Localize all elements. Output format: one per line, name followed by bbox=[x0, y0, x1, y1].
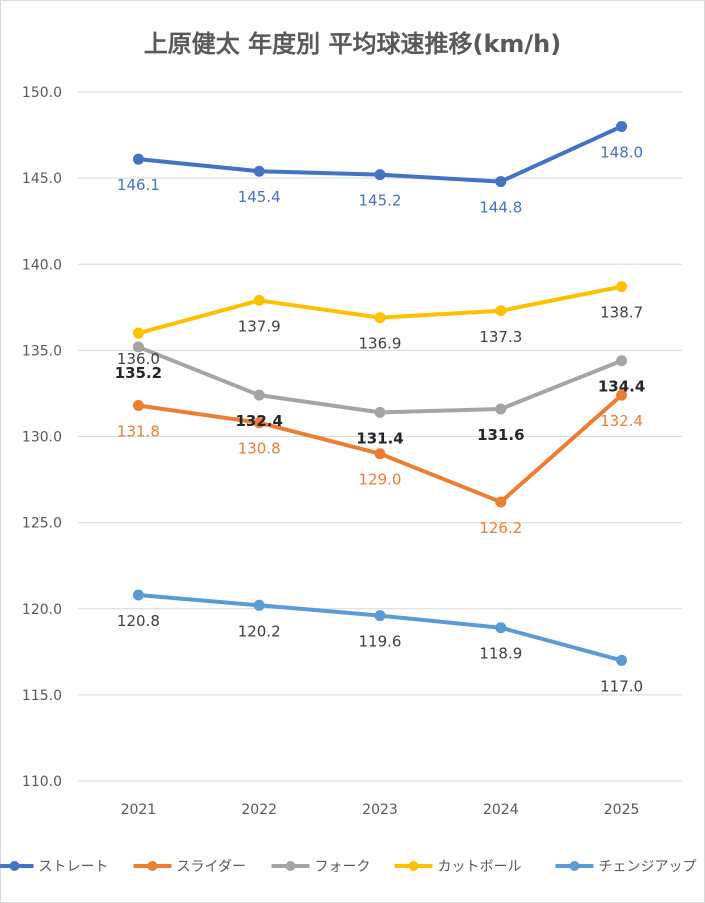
data-label: 131.6 bbox=[477, 426, 524, 444]
data-label: 135.2 bbox=[115, 364, 162, 382]
data-point bbox=[374, 610, 386, 622]
data-point bbox=[253, 599, 265, 611]
data-point bbox=[132, 327, 144, 339]
data-label: 144.8 bbox=[479, 199, 522, 217]
data-label: 126.2 bbox=[479, 519, 522, 537]
data-label: 146.1 bbox=[117, 176, 160, 194]
legend-label: フォーク bbox=[315, 859, 371, 875]
data-point bbox=[374, 169, 386, 181]
data-label: 131.8 bbox=[117, 422, 160, 440]
series-line bbox=[136, 284, 624, 336]
data-point bbox=[616, 355, 628, 367]
data-label: 137.3 bbox=[479, 328, 522, 346]
data-label: 129.0 bbox=[359, 471, 402, 489]
x-tick-label: 2025 bbox=[604, 802, 640, 818]
data-point bbox=[616, 389, 628, 401]
data-point bbox=[495, 403, 507, 415]
data-label: 120.2 bbox=[238, 622, 281, 640]
legend-marker bbox=[408, 861, 419, 871]
x-tick-label: 2023 bbox=[362, 802, 398, 818]
grid-layer bbox=[78, 91, 682, 782]
legend-marker bbox=[285, 861, 296, 871]
y-tick-label: 110.0 bbox=[22, 774, 62, 790]
data-point bbox=[495, 496, 507, 508]
data-label-layer: 146.1 145.4 145.2 144.8 148.0 131.8 130.8 129.0… bbox=[115, 143, 646, 695]
data-point bbox=[616, 654, 628, 666]
legend: ストレート スライダー フォーク カットボール チェンジアップ bbox=[0, 859, 697, 875]
data-label: 132.4 bbox=[235, 412, 282, 430]
data-label: 138.7 bbox=[600, 304, 643, 322]
data-point bbox=[495, 622, 507, 634]
x-tick-label: 2024 bbox=[483, 802, 519, 818]
data-label: 134.4 bbox=[598, 378, 645, 396]
data-label: 131.4 bbox=[356, 429, 403, 447]
data-point bbox=[132, 153, 144, 165]
axis-layer: 110.0 115.0 120.0 125.0 130.0 135.0 140.0 145.0… bbox=[22, 85, 640, 818]
y-tick-label: 120.0 bbox=[22, 602, 62, 618]
x-tick-label: 2021 bbox=[121, 802, 157, 818]
y-tick-label: 115.0 bbox=[22, 688, 62, 704]
data-label: 117.0 bbox=[600, 677, 643, 695]
data-point bbox=[374, 448, 386, 460]
data-point bbox=[616, 120, 628, 132]
y-tick-label: 135.0 bbox=[22, 343, 62, 359]
data-label: 136.9 bbox=[359, 335, 402, 353]
data-label: 119.6 bbox=[359, 633, 402, 651]
y-tick-label: 140.0 bbox=[22, 257, 62, 273]
data-point bbox=[253, 165, 265, 177]
legend-marker bbox=[147, 861, 158, 871]
data-label: 148.0 bbox=[600, 143, 643, 161]
legend-marker bbox=[9, 861, 20, 871]
data-point bbox=[132, 399, 144, 411]
legend-label: カットボール bbox=[438, 859, 522, 875]
data-label: 118.9 bbox=[479, 645, 522, 663]
series-line bbox=[136, 344, 624, 415]
y-tick-label: 150.0 bbox=[22, 85, 62, 101]
chart-title: 上原健太 年度別 平均球速推移(km/h) bbox=[143, 30, 562, 58]
y-tick-label: 145.0 bbox=[22, 171, 62, 187]
data-point bbox=[253, 417, 265, 429]
data-point bbox=[495, 305, 507, 317]
y-tick-label: 130.0 bbox=[22, 430, 62, 446]
data-label: 130.8 bbox=[238, 440, 281, 458]
data-point bbox=[132, 589, 144, 601]
series-layer bbox=[132, 120, 628, 666]
data-point bbox=[132, 341, 144, 353]
data-point bbox=[374, 312, 386, 324]
data-point bbox=[616, 281, 628, 293]
data-point bbox=[374, 406, 386, 418]
data-point bbox=[495, 176, 507, 188]
data-point bbox=[253, 389, 265, 401]
legend-label: チェンジアップ bbox=[599, 859, 697, 875]
data-label: 132.4 bbox=[600, 412, 643, 430]
x-tick-label: 2022 bbox=[241, 802, 277, 818]
legend-label: ストレート bbox=[39, 859, 109, 875]
data-label: 145.4 bbox=[238, 188, 281, 206]
data-point bbox=[253, 294, 265, 306]
data-label: 120.8 bbox=[117, 612, 160, 630]
data-label: 145.2 bbox=[359, 192, 402, 210]
data-label: 136.0 bbox=[117, 350, 160, 368]
y-tick-label: 125.0 bbox=[22, 516, 62, 532]
data-label: 137.9 bbox=[238, 317, 281, 335]
legend-marker bbox=[569, 861, 580, 871]
legend-label: スライダー bbox=[177, 859, 246, 875]
